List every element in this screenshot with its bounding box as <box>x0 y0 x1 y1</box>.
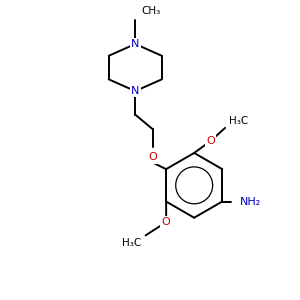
Text: NH₂: NH₂ <box>240 196 261 206</box>
Text: H₃C: H₃C <box>230 116 249 126</box>
Text: N: N <box>131 86 140 96</box>
Text: O: O <box>162 217 171 227</box>
Text: O: O <box>148 152 157 162</box>
Text: O: O <box>206 136 215 146</box>
Text: CH₃: CH₃ <box>141 6 160 16</box>
Text: N: N <box>131 39 140 49</box>
Text: H₃C: H₃C <box>122 238 141 248</box>
